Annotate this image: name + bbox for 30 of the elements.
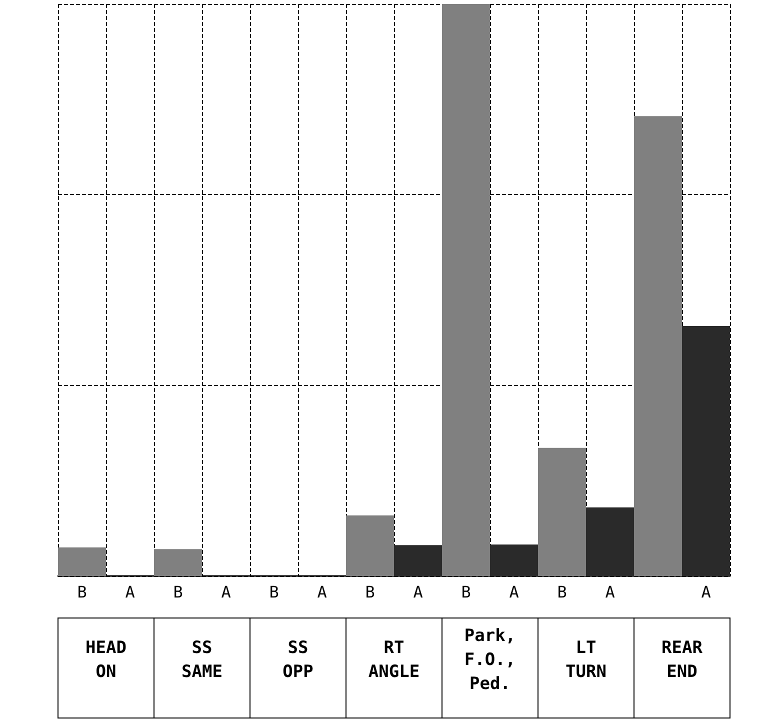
x-tick-label: B <box>557 582 567 602</box>
bar <box>346 515 394 576</box>
x-tick-label: B <box>269 582 279 602</box>
bar <box>586 507 634 576</box>
x-tick-label: B <box>365 582 375 602</box>
bar <box>490 544 538 576</box>
x-tick-label: A <box>317 582 328 602</box>
text: HEAD ON <box>86 638 126 682</box>
x-tick-label: A <box>221 582 232 602</box>
x-tick-label: B <box>461 582 471 602</box>
text: SS SAME <box>182 638 222 682</box>
x-tick-label: B <box>77 582 87 602</box>
text: SS OPP <box>282 638 314 682</box>
x-tick-label: A <box>605 582 616 602</box>
text: RT ANGLE <box>368 638 420 682</box>
text: Park, F.O., Ped. <box>464 626 516 694</box>
x-tick-label: A <box>509 582 520 602</box>
x-tick-label: A <box>125 582 136 602</box>
bar <box>538 448 586 576</box>
bar <box>442 4 490 576</box>
x-tick-label: A <box>413 582 424 602</box>
x-tick-label: A <box>701 582 712 602</box>
x-tick-label: B <box>173 582 183 602</box>
bar <box>682 326 730 576</box>
bar <box>394 545 442 576</box>
text: LT TURN <box>566 638 606 682</box>
bar <box>58 547 106 576</box>
bar <box>154 549 202 576</box>
text: REAR END <box>662 638 704 682</box>
bar <box>634 116 682 576</box>
